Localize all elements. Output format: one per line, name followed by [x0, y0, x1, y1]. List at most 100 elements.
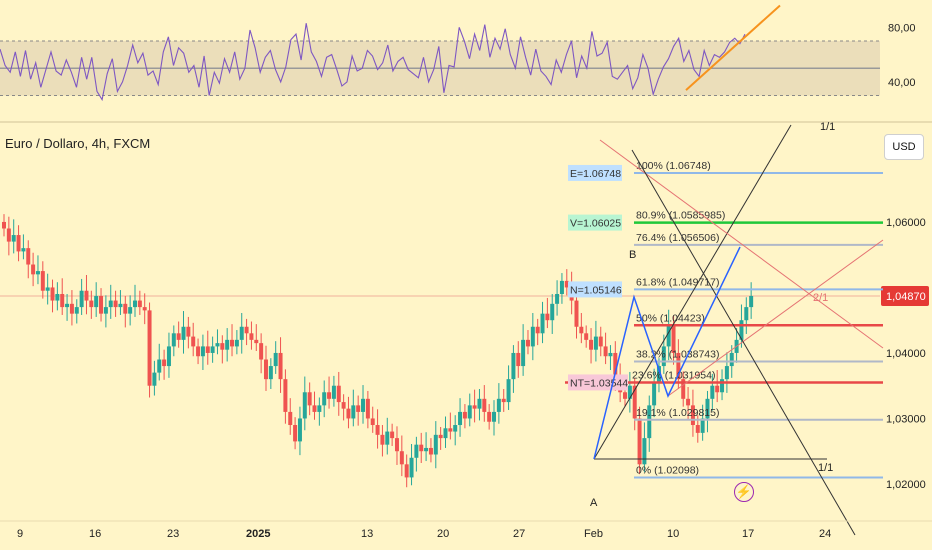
candle-body: [259, 343, 264, 360]
candle-body: [627, 385, 632, 399]
candle-body: [516, 352, 521, 367]
candle-body: [715, 385, 720, 393]
candle-body: [16, 235, 21, 252]
candle-body: [55, 294, 60, 301]
x-tick-4: 13: [361, 528, 373, 540]
x-tick-5: 20: [437, 528, 449, 540]
candle-body: [530, 326, 535, 347]
fib-0-label: 0% (1.02098): [636, 465, 699, 477]
candle-body: [540, 313, 545, 334]
candle-body: [511, 352, 516, 380]
candle-body: [244, 326, 249, 334]
candle-body: [176, 333, 181, 340]
candle-body: [545, 313, 550, 321]
price-tick-0: 1,06000: [886, 217, 926, 229]
oscillator-trendline: [685, 4, 781, 91]
candle-body: [351, 405, 356, 419]
candle-body: [336, 385, 341, 403]
lightning-icon[interactable]: ⚡: [734, 482, 754, 502]
price-tick-2: 1,03000: [886, 413, 926, 425]
candle-body: [613, 352, 618, 380]
candle-body: [584, 333, 589, 340]
candle-body: [123, 303, 128, 314]
candle-body: [598, 336, 603, 347]
x-tick-8: 10: [667, 528, 679, 540]
candle-body: [623, 392, 628, 399]
candle-body: [681, 379, 686, 399]
candle-body: [268, 366, 273, 380]
tag-n: N=1.05146: [570, 284, 622, 296]
candle-body: [40, 271, 45, 291]
fib-61-label: 61.8% (1.049717): [636, 276, 719, 288]
candle-body: [700, 418, 705, 433]
candle-body: [137, 300, 142, 308]
candle-body: [521, 339, 526, 367]
candle-body: [108, 300, 113, 308]
candle-body: [11, 235, 16, 242]
candle-body: [409, 457, 414, 478]
candle-body: [501, 398, 506, 403]
candle-body: [128, 307, 133, 314]
candle-body: [414, 444, 419, 458]
candle-body: [230, 339, 235, 347]
tag-e: E=1.06748: [570, 168, 621, 180]
tag-e-bg: [568, 164, 622, 181]
candle-body: [220, 343, 225, 350]
candle-body: [458, 411, 463, 426]
gann-line-up-1: [593, 124, 792, 460]
candle-body: [171, 333, 176, 347]
candle-body: [307, 392, 312, 406]
candle-body: [690, 405, 695, 426]
candle-body: [453, 425, 458, 432]
candle-body: [739, 320, 744, 340]
candle-body: [652, 382, 657, 406]
candle-body: [632, 385, 637, 419]
candle-body: [394, 438, 399, 452]
candle-body: [642, 438, 647, 465]
fib-76-label: 76.4% (1.056506): [636, 232, 719, 244]
candle-body: [99, 295, 104, 314]
candle-body: [579, 326, 584, 334]
tag-nt-bg: [568, 374, 628, 391]
candle-body: [118, 303, 123, 308]
candle-body: [574, 300, 579, 327]
candle-body: [385, 431, 390, 445]
candle-body: [555, 294, 560, 304]
candle-body: [438, 434, 443, 439]
candle-body: [317, 405, 322, 412]
candle-body: [724, 366, 729, 380]
pattern-line: [593, 246, 741, 460]
candle-body: [84, 290, 89, 301]
fib-80-label: 80.9% (1.0585985): [636, 210, 725, 222]
candle-body: [249, 333, 254, 340]
gann-line-down-1: [599, 139, 884, 349]
candle-body: [559, 280, 564, 295]
candle-body: [234, 339, 239, 347]
fib-38-label: 38.2% (1.038743): [636, 348, 719, 360]
candle-body: [647, 405, 652, 439]
x-tick-2: 23: [167, 528, 179, 540]
candle-body: [676, 352, 681, 380]
candle-body: [2, 221, 6, 229]
chart-title: Euro / Dollaro, 4h, FXCM: [5, 136, 151, 151]
gann-label-1-1-top: 1/1: [820, 121, 835, 133]
currency-button[interactable]: USD: [884, 134, 924, 160]
candle-body: [297, 418, 302, 442]
current-price-label: 1,04870: [886, 291, 926, 303]
candle-body: [564, 280, 569, 288]
candle-body: [443, 428, 448, 439]
candle-body: [341, 402, 346, 409]
candle-body: [186, 326, 191, 337]
candle-body: [399, 451, 404, 465]
candle-body: [404, 464, 409, 478]
candle-body: [142, 307, 147, 311]
candle-body: [331, 385, 336, 399]
candle-body: [31, 264, 36, 275]
candle-body: [390, 431, 395, 439]
current-price-tag: [881, 285, 929, 306]
candle-body: [535, 326, 540, 334]
candle-body: [365, 398, 370, 419]
gann-line-up-2: [667, 239, 884, 397]
candle-body: [705, 398, 710, 419]
